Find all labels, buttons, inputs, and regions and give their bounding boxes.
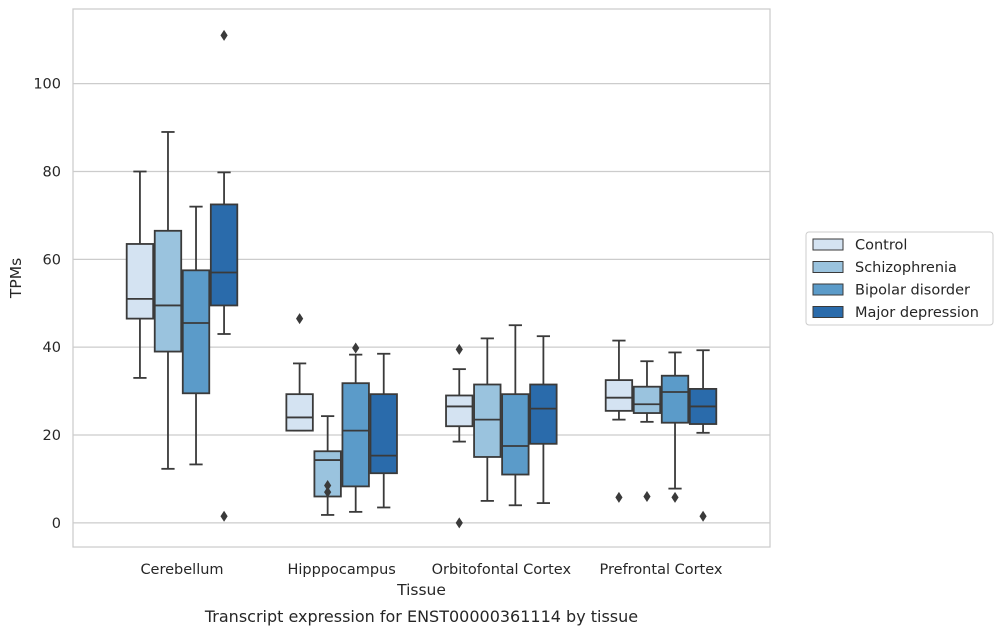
series-major-depression — [209, 29, 718, 522]
outlier-point — [324, 486, 332, 498]
box-iqr — [341, 382, 370, 488]
y-tick-label: 40 — [43, 340, 61, 356]
legend-label: Schizophrenia — [855, 260, 957, 276]
box-iqr — [473, 383, 502, 458]
box-iqr — [153, 229, 183, 353]
box-iqr — [660, 374, 690, 424]
series-bipolar-disorder — [181, 205, 690, 513]
series-schizophrenia — [153, 131, 662, 516]
box — [473, 337, 502, 502]
outlier-point — [455, 343, 463, 355]
box-iqr — [445, 394, 474, 428]
box — [604, 339, 634, 503]
box — [529, 335, 558, 504]
x-tick-label: Prefrontal Cortex — [600, 562, 723, 578]
box-iqr — [209, 203, 239, 307]
y-tick-label: 60 — [43, 252, 61, 268]
y-tick-label: 80 — [43, 164, 61, 180]
box — [181, 205, 211, 466]
series-control — [125, 170, 634, 529]
outlier-point — [220, 510, 228, 522]
legend-frame — [805, 231, 994, 326]
outlier-point — [352, 342, 360, 354]
outlier-point — [671, 491, 679, 503]
y-tick-label: 100 — [33, 77, 61, 93]
outlier-point — [615, 491, 623, 503]
y-tick-label: 20 — [43, 428, 61, 444]
box — [445, 343, 474, 529]
legend-label: Bipolar disorder — [855, 283, 970, 299]
box-iqr — [604, 379, 634, 412]
legend-swatch — [812, 261, 844, 273]
box-iqr — [125, 243, 155, 320]
outlier-point — [643, 490, 651, 502]
x-tick-label: Cerebellum — [140, 562, 223, 578]
outlier-point — [324, 480, 332, 492]
legend-label: Control — [855, 238, 907, 254]
box — [688, 349, 718, 522]
y-tick-label: 0 — [52, 516, 61, 532]
box — [501, 324, 530, 507]
box — [153, 131, 183, 470]
box-iqr — [529, 383, 558, 445]
box — [125, 170, 155, 379]
outlier-point — [296, 313, 304, 325]
box — [369, 352, 398, 509]
x-tick-label: Hipppocampus — [287, 562, 395, 578]
legend-label: Major depression — [855, 305, 979, 321]
legend: Control Schizophrenia Bipolar disorder Majo… — [805, 231, 994, 326]
box-iqr — [369, 393, 398, 475]
box — [209, 29, 239, 522]
legend-swatch — [812, 306, 844, 318]
x-tick-label: Orbitofontal Cortex — [432, 562, 572, 578]
plot-frame — [72, 8, 771, 548]
outlier-point — [220, 29, 228, 41]
box-iqr — [632, 385, 662, 414]
chart-title: Transcript expression for ENST0000036111… — [204, 607, 638, 626]
legend-swatch — [812, 238, 844, 251]
box — [313, 415, 342, 516]
box — [632, 360, 662, 502]
outlier-point — [455, 517, 463, 529]
box-iqr — [501, 393, 530, 476]
x-axis-label: Tissue — [396, 581, 446, 599]
box-plot-series — [125, 29, 718, 529]
x-axis-ticks: Cerebellum Hipppocampus Orbitofontal Corte… — [140, 562, 722, 578]
box — [285, 313, 314, 432]
y-axis-ticks: 0 20 40 60 80 100 — [33, 77, 61, 532]
outlier-point — [699, 510, 707, 522]
y-axis-label: TPMs — [7, 258, 25, 299]
box — [660, 351, 690, 503]
box — [341, 342, 370, 513]
box-iqr — [181, 269, 211, 395]
box-iqr — [285, 393, 314, 432]
legend-swatch — [812, 283, 844, 296]
